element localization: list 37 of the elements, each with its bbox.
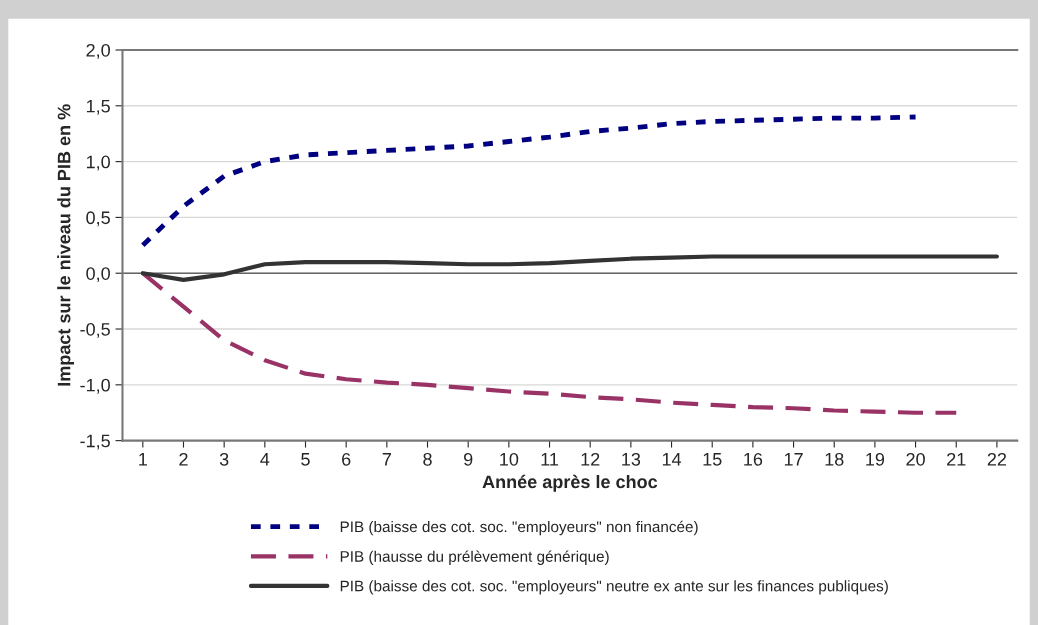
x-tick-label: 2 bbox=[179, 452, 188, 466]
x-tick-label: 15 bbox=[703, 453, 722, 466]
x-tick-label: 16 bbox=[744, 452, 763, 466]
x-tick-label: 3 bbox=[219, 452, 229, 466]
x-tick-label: 6 bbox=[342, 452, 351, 466]
x-tick-label: 13 bbox=[622, 452, 641, 466]
y-tick-label: 1,5 bbox=[86, 99, 110, 115]
x-tick-label: 1 bbox=[139, 453, 147, 466]
x-tick-label: 19 bbox=[866, 452, 885, 466]
x-tick-label: 7 bbox=[382, 453, 391, 466]
y-tick-label: -0,5 bbox=[80, 322, 110, 338]
x-tick-label: 18 bbox=[825, 452, 844, 466]
y-tick-label: -1,0 bbox=[80, 378, 110, 394]
x-tick-label: 21 bbox=[947, 452, 966, 466]
y-tick-label: 0,0 bbox=[86, 267, 110, 283]
legend-label: PIB (hausse du prélèvement générique) bbox=[340, 550, 609, 565]
line-series bbox=[140, 254, 999, 282]
x-tick-label: 14 bbox=[662, 453, 682, 466]
x-tick-label: 11 bbox=[541, 453, 559, 466]
y-tick-label: -1,5 bbox=[80, 434, 110, 450]
line-series bbox=[140, 114, 918, 248]
legend-label: PIB (baisse des cot. soc. "employeurs" neutre ex ante sur les finances publiques) bbox=[340, 580, 888, 595]
y-tick-label: 2,0 bbox=[86, 43, 110, 59]
x-tick-label: 8 bbox=[423, 452, 432, 466]
x-tick-label: 10 bbox=[500, 452, 519, 466]
y-tick-label: 1,0 bbox=[86, 155, 110, 171]
x-tick-label: 5 bbox=[301, 453, 310, 466]
y-axis-title: Impact sur le niveau du PIB en % bbox=[57, 104, 75, 386]
x-tick-label: 20 bbox=[906, 452, 925, 466]
x-tick-label: 4 bbox=[260, 453, 270, 466]
x-axis-title: Année après le choc bbox=[482, 474, 658, 492]
x-tick-label: 9 bbox=[464, 452, 473, 466]
legend-label: PIB (baisse des cot. soc. "employeurs" non financée) bbox=[340, 520, 698, 536]
y-tick-label: 0,5 bbox=[86, 211, 110, 227]
x-tick-label: 22 bbox=[987, 452, 1007, 466]
x-tick-label: 17 bbox=[784, 453, 803, 466]
x-tick-label: 12 bbox=[581, 452, 600, 466]
